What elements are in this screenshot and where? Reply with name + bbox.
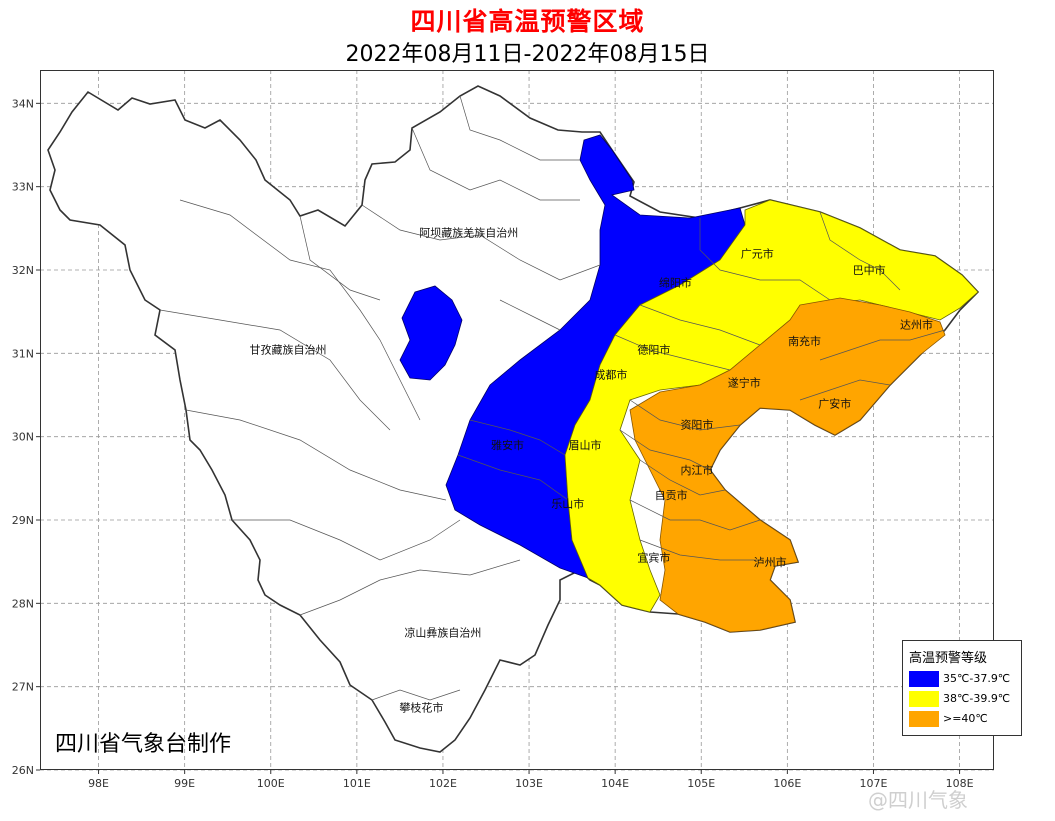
lon-tick-label: 105E	[687, 777, 715, 790]
lat-tick-label: 26N	[12, 764, 34, 777]
place-label: 巴中市	[853, 263, 886, 277]
place-label: 自贡市	[655, 488, 688, 502]
map-frame	[40, 70, 994, 770]
place-label: 绵阳市	[659, 276, 692, 290]
lat-tick-label: 34N	[12, 97, 34, 110]
lon-tick-label: 107E	[859, 777, 887, 790]
place-label: 内江市	[680, 463, 713, 477]
axis-tick-labels: 98E 99E 100E 101E 102E 103E 104E 105E 106E 107E 10…	[12, 97, 974, 790]
legend-item-yellow: 38℃-39.9℃	[909, 691, 1019, 709]
lat-tick-label: 27N	[12, 681, 34, 694]
lon-tick-label: 99E	[174, 777, 195, 790]
district-borders	[159, 95, 946, 701]
lat-tick-label: 31N	[12, 347, 34, 360]
lat-tick-label: 29N	[12, 514, 34, 527]
zone-35-37.9-west	[399, 285, 463, 381]
lon-tick-label: 100E	[257, 777, 285, 790]
lon-tick-label: 104E	[601, 777, 629, 790]
legend-swatch	[909, 691, 939, 707]
map-title: 四川省高温预警区域	[410, 7, 645, 36]
credit-text: 四川省气象台制作	[55, 732, 232, 757]
watermark: @四川气象	[868, 788, 968, 812]
legend-label: >=40℃	[943, 712, 988, 725]
lat-tick-label: 30N	[12, 431, 34, 444]
lon-tick-label: 103E	[515, 777, 543, 790]
place-label: 成都市	[594, 367, 627, 381]
place-label: 资阳市	[680, 417, 713, 431]
place-label: 宜宾市	[637, 551, 670, 565]
lon-tick-label: 98E	[88, 777, 109, 790]
place-label: 阿坝藏族羌族自治州	[419, 226, 518, 240]
place-label: 广安市	[818, 397, 851, 411]
lat-tick-label: 32N	[12, 264, 34, 277]
place-label: 遂宁市	[728, 376, 761, 390]
place-label: 眉山市	[569, 438, 602, 452]
place-label: 攀枝花市	[399, 701, 443, 715]
place-label: 泸州市	[754, 555, 787, 569]
zone-over-40	[629, 297, 946, 633]
legend-swatch	[909, 671, 939, 687]
place-label: 凉山彝族自治州	[404, 626, 481, 640]
legend-title: 高温预警等级	[909, 651, 988, 666]
date-range-subtitle: 2022年08月11日-2022年08月15日	[345, 42, 710, 67]
place-label: 乐山市	[551, 497, 584, 511]
place-label: 雅安市	[491, 438, 524, 452]
lon-tick-label: 108E	[946, 777, 974, 790]
place-label: 南充市	[788, 334, 821, 348]
legend-item-blue: 35℃-37.9℃	[909, 671, 1019, 689]
legend: 高温预警等级 35℃-37.9℃ 38℃-39.9℃ >=40℃	[902, 640, 1022, 736]
legend-item-orange: >=40℃	[909, 711, 1019, 729]
lat-tick-label: 33N	[12, 181, 34, 194]
place-label: 达州市	[900, 317, 933, 331]
lon-tick-label: 101E	[343, 777, 371, 790]
lon-tick-label: 106E	[773, 777, 801, 790]
legend-swatch	[909, 711, 939, 727]
warning-zones	[399, 134, 979, 633]
place-label: 德阳市	[637, 342, 670, 356]
legend-label: 35℃-37.9℃	[943, 672, 1011, 685]
lat-tick-label: 28N	[12, 597, 34, 610]
place-label: 甘孜藏族自治州	[249, 342, 326, 356]
legend-label: 38℃-39.9℃	[943, 692, 1011, 705]
place-label: 广元市	[741, 247, 774, 261]
lon-tick-label: 102E	[429, 777, 457, 790]
